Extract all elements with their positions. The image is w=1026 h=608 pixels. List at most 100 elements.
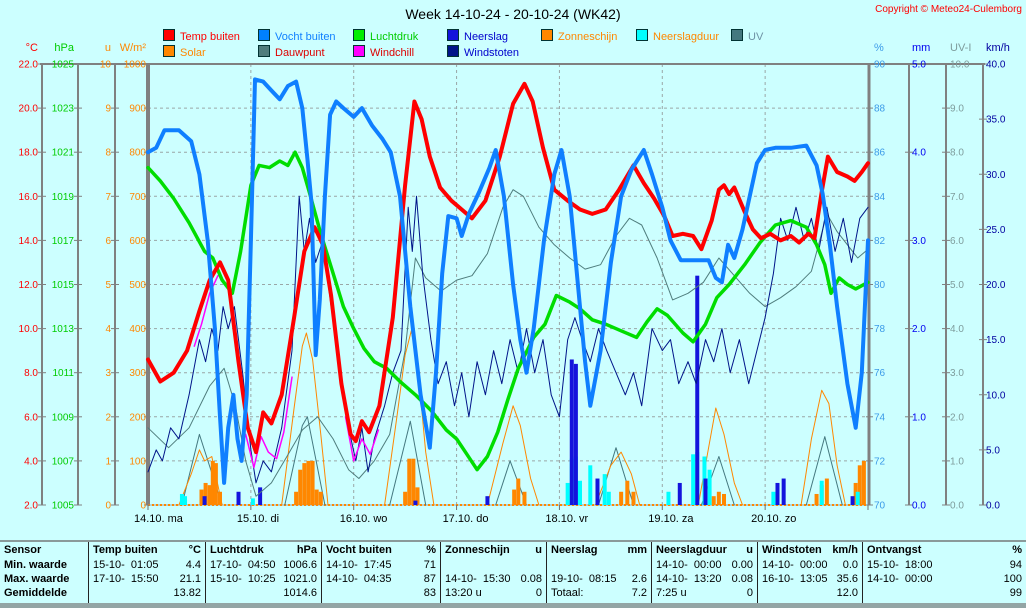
legend-swatch-windchill xyxy=(353,45,365,57)
table-column-neerslag: Neerslag mm 19-10- 08:15 2.6 Totaal: 7.2 xyxy=(547,542,652,605)
legend-label-windchill: Windchill xyxy=(370,47,415,59)
legend-swatch-luchtdruk xyxy=(353,29,365,41)
wind-axis-label: 30.0 xyxy=(986,170,1006,181)
column-header: Ontvangst% xyxy=(867,544,1022,556)
max-row: 16-10- 13:05 35.6 xyxy=(762,573,858,585)
legend-label-dauwpunt: Dauwpunt xyxy=(275,47,325,59)
solar-axis-label: 800 xyxy=(129,148,146,159)
temp-axis-label: 6.0 xyxy=(24,412,38,423)
legend-item-vocht-buiten: Vocht buiten xyxy=(258,29,336,43)
pressure-axis-label: 1023 xyxy=(52,104,75,115)
solar-axis-label: 900 xyxy=(129,104,146,115)
series-neerslag xyxy=(202,275,855,505)
legend-swatch-neerslag xyxy=(447,29,459,41)
pressure-axis-label: 1007 xyxy=(52,456,75,467)
legend-swatch-vocht-buiten xyxy=(258,29,270,41)
humidity-axis-label: 82 xyxy=(874,236,886,247)
series-uv xyxy=(181,416,843,506)
temp-axis-label: 2.0 xyxy=(24,501,38,512)
humidity-axis-header: % xyxy=(874,42,884,54)
column-header: Vocht buiten% xyxy=(326,544,436,556)
table-column-temp-buiten: Temp buiten °C 15-10- 01:05 4.4 17-10- 15:50… xyxy=(89,542,206,605)
temp-axis: 22.0 20.0 18.0 16.0 14.0 12.0 10.0 8.0 6.0 4.0 2.0… xyxy=(19,42,46,512)
wind-axis-label: 40.0 xyxy=(986,60,1006,71)
sun-hours-axis-label: 8 xyxy=(105,148,111,159)
column-header: Neerslagduur u xyxy=(656,544,753,556)
max-row: 15-10- 10:25 1021.0 xyxy=(210,573,317,585)
avg-row: Totaal: 7.2 xyxy=(551,587,647,599)
series-windchill xyxy=(193,274,380,469)
humidity-axis-label: 84 xyxy=(874,192,886,203)
pressure-axis-label: 1013 xyxy=(52,324,75,335)
column-header: Windstoten km/h xyxy=(762,544,858,556)
min-row: 14-10- 17:45 71 xyxy=(326,559,436,571)
table-column-ontvangst: Ontvangst% 15-10- 18:00 94 14-10- 00:00 100 9… xyxy=(863,542,1026,605)
solar-axis-header: W/m² xyxy=(120,42,147,54)
legend-item-neerslagduur: Neerslagduur xyxy=(636,29,719,43)
day-label: 16.10. wo xyxy=(340,513,388,525)
day-label: 19.10. za xyxy=(648,513,694,525)
sun-hours-axis-label: 9 xyxy=(105,104,111,115)
chart-canvas: 22.020.018.016.014.012.010.08.06.04.02.0… xyxy=(19,42,1010,525)
solar-axis-label: 600 xyxy=(129,236,146,247)
min-row: 14-10- 00:00 0.0 xyxy=(762,559,858,571)
legend-item-zonneschijn: Zonneschijn xyxy=(541,29,617,43)
min-row xyxy=(445,558,542,572)
legend-label-solar: Solar xyxy=(180,47,206,59)
sun-hours-axis-label: 1 xyxy=(105,456,111,467)
legend-item-solar: Solar xyxy=(163,45,206,59)
avg-row: 1014.6 xyxy=(283,587,317,599)
column-header: Neerslag mm xyxy=(551,544,647,556)
uv-axis-label: 2.0 xyxy=(950,412,964,423)
min-row: 14-10- 00:00 0.00 xyxy=(656,559,753,571)
series-solar xyxy=(178,330,846,506)
uv-axis: 10.0 9.0 8.0 7.0 6.0 5.0 4.0 3.0 2.0 1.0 0.0 UV-I xyxy=(942,42,971,512)
humidity-axis-label: 70 xyxy=(874,501,886,512)
uv-axis-label: 7.0 xyxy=(950,192,964,203)
rain-axis-label: 4.0 xyxy=(912,148,926,159)
rain-axis: 5.0 4.0 3.0 2.0 1.0 0.0 mm xyxy=(905,42,930,512)
legend-item-windstoten: Windstoten xyxy=(447,45,519,59)
uv-axis-label: 10.0 xyxy=(950,60,970,71)
table-column-neerslagduur: Neerslagduur u 14-10- 00:00 0.00 14-10- 13:2… xyxy=(652,542,758,605)
max-row: 14-10- 00:00 100 xyxy=(867,573,1022,585)
series-vocht-buiten xyxy=(146,77,870,485)
x-axis-days: 14.10. ma 15.10. di 16.10. wo 17.10. do 18.1… xyxy=(134,505,869,525)
table-column-windstoten: Windstoten km/h 14-10- 00:00 0.0 16-10- 13:0… xyxy=(758,542,863,605)
series-temp-buiten xyxy=(146,81,870,455)
pressure-axis-label: 1017 xyxy=(52,236,75,247)
uv-axis-label: 8.0 xyxy=(950,148,964,159)
legend-swatch-windstoten xyxy=(447,45,459,57)
uv-axis-header: UV-I xyxy=(950,42,971,54)
uv-axis-label: 3.0 xyxy=(950,368,964,379)
sun-hours-axis-label: 6 xyxy=(105,236,111,247)
legend-label-uv: UV xyxy=(748,31,764,43)
solar-axis-label: 400 xyxy=(129,324,146,335)
wind-axis: 40.0 35.0 30.0 25.0 20.0 15.0 10.0 5.0 0.0 km/h xyxy=(979,42,1010,512)
temp-axis-label: 16.0 xyxy=(19,192,39,203)
row-header: Max. waarde xyxy=(4,573,70,585)
series-luchtdruk xyxy=(146,150,870,472)
weather-week-chart: 22.0 20.0 18.0 16.0 14.0 12.0 10.0 8.0 6.0 4.0 2.0… xyxy=(19,42,1010,525)
avg-row: 83 xyxy=(423,587,436,599)
wind-axis-label: 10.0 xyxy=(986,390,1006,401)
legend-label-neerslag: Neerslag xyxy=(464,31,509,43)
sun-hours-axis-label: 0 xyxy=(105,501,111,512)
min-row xyxy=(551,558,647,572)
min-row: 15-10- 01:05 4.4 xyxy=(93,559,201,571)
legend-item-uv: UV xyxy=(731,29,764,43)
table-column-vocht-buiten: Vocht buiten% 14-10- 17:45 71 14-10- 04:35 8… xyxy=(322,542,441,605)
solar-axis-label: 300 xyxy=(129,368,146,379)
series-windstoten xyxy=(147,195,869,484)
day-label: 20.10. zo xyxy=(751,513,796,525)
legend-swatch-uv xyxy=(731,29,743,41)
temp-axis-label: 10.0 xyxy=(19,324,39,335)
rain-axis-label: 5.0 xyxy=(912,60,926,71)
uv-axis-label: 6.0 xyxy=(950,236,964,247)
window-bottom-edge xyxy=(0,603,1026,608)
max-row: 19-10- 08:15 2.6 xyxy=(551,573,647,585)
sensor-stats-table: Sensor Min. waarde Max. waarde Gemiddelde Te… xyxy=(0,540,1026,605)
pressure-axis-label: 1005 xyxy=(52,501,75,512)
